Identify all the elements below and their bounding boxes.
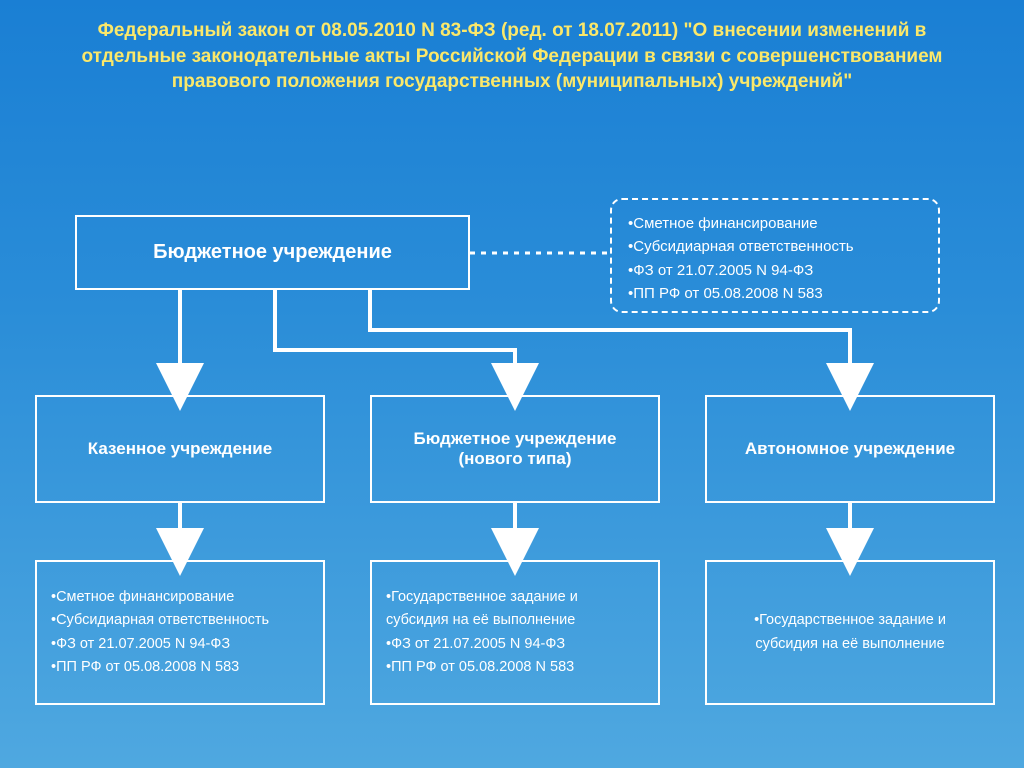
bullet-line: •Субсидиарная ответственность [628, 235, 922, 258]
bullet-line: •Государственное задание и субсидия на е… [721, 609, 979, 655]
bullet-line: •ПП РФ от 05.08.2008 N 583 [51, 656, 309, 679]
node-dashed-info: •Сметное финансирование•Субсидиарная отв… [610, 198, 940, 313]
node-detail-right: •Государственное задание и субсидия на е… [705, 560, 995, 705]
node-detail-mid: •Государственное задание и субсидия на е… [370, 560, 660, 705]
node-label: Автономное учреждение [745, 439, 955, 459]
bullet-line: •ФЗ от 21.07.2005 N 94-ФЗ [628, 259, 922, 282]
bullet-line: •ФЗ от 21.07.2005 N 94-ФЗ [386, 633, 644, 656]
node-autonomous-institution: Автономное учреждение [705, 395, 995, 503]
node-label: Бюджетное учреждение [153, 241, 392, 264]
node-budget-institution-new: Бюджетное учреждение (нового типа) [370, 395, 660, 503]
bullet-line: •ПП РФ от 05.08.2008 N 583 [628, 282, 922, 305]
bullet-line: •Государственное задание и субсидия на е… [386, 586, 644, 632]
node-label: Казенное учреждение [88, 439, 272, 459]
bullet-line: •Сметное финансирование [51, 586, 309, 609]
node-label: Бюджетное учреждение (нового типа) [388, 429, 642, 469]
node-treasury-institution: Казенное учреждение [35, 395, 325, 503]
bullet-line: •Сметное финансирование [628, 212, 922, 235]
bullet-line: •ФЗ от 21.07.2005 N 94-ФЗ [51, 633, 309, 656]
page-title: Федеральный закон от 08.05.2010 N 83-ФЗ … [0, 0, 1024, 105]
bullet-line: •Субсидиарная ответственность [51, 609, 309, 632]
bullet-line: •ПП РФ от 05.08.2008 N 583 [386, 656, 644, 679]
node-detail-left: •Сметное финансирование•Субсидиарная отв… [35, 560, 325, 705]
node-budget-institution: Бюджетное учреждение [75, 215, 470, 290]
